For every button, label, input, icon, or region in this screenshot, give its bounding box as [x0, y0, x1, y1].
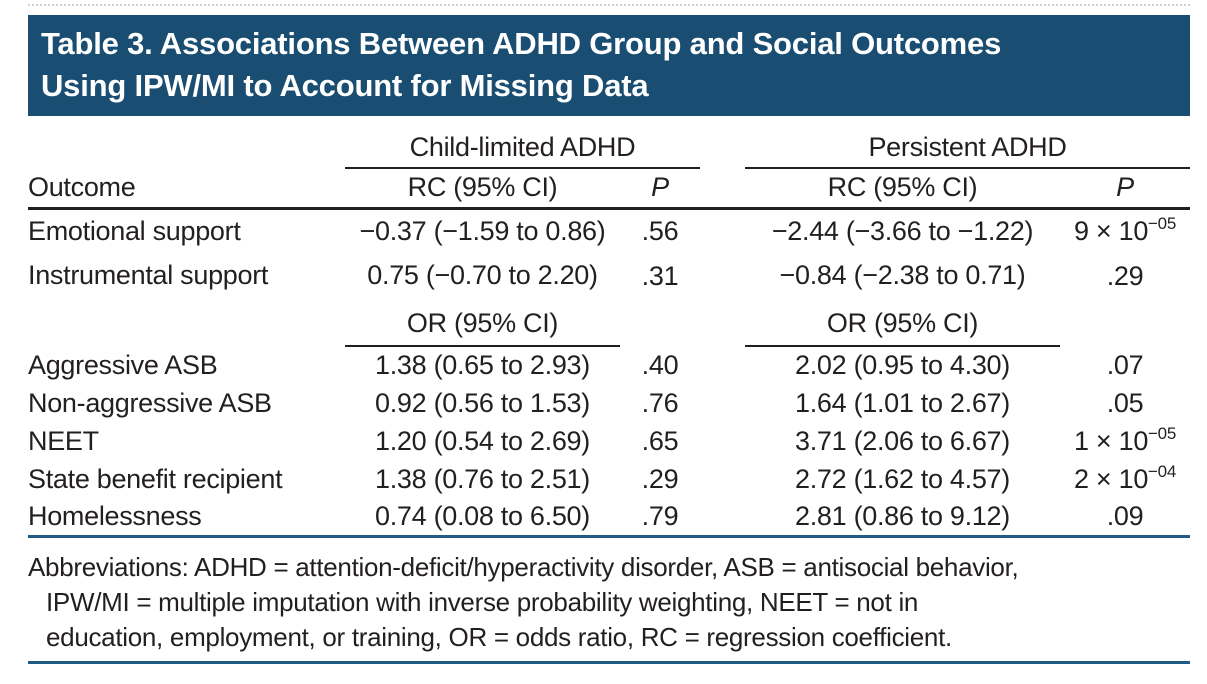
cell-p-persistent: .29 — [1060, 253, 1190, 298]
column-gap — [700, 298, 745, 346]
p-value: .40 — [641, 350, 679, 380]
or-subheader-row: OR (95% CI) OR (95% CI) — [28, 298, 1190, 347]
footnote-line-3: education, employment, or training, OR =… — [46, 621, 952, 652]
group-header-persistent: Persistent ADHD — [745, 124, 1191, 169]
table-row-state-benefit-recipient: State benefit recipient 1.38 (0.76 to 2.… — [28, 460, 1190, 498]
p-value: 1 × 10 — [1074, 426, 1149, 456]
table-title-bar: Table 3. Associations Between ADHD Group… — [28, 15, 1190, 116]
column-header-rc-child: RC (95% CI) — [345, 168, 620, 210]
group-header-child-limited: Child-limited ADHD — [345, 124, 700, 169]
cell-outcome: Instrumental support — [28, 260, 269, 290]
cell-outcome: Non-aggressive ASB — [28, 387, 272, 418]
cell-p-persistent: .09 — [1060, 498, 1191, 538]
column-gap — [700, 498, 745, 538]
cell-outcome: State benefit recipient — [28, 463, 283, 494]
cell-or-child: 1.38 (0.76 to 2.51) — [375, 463, 590, 494]
cell-or-persistent: 2.72 (1.62 to 4.57) — [795, 463, 1010, 494]
table-row-non-aggressive-asb: Non-aggressive ASB 0.92 (0.56 to 1.53) .… — [28, 384, 1190, 422]
column-header-outcome: Outcome — [28, 168, 345, 210]
column-gap — [700, 384, 745, 422]
cell-outcome: Emotional support — [28, 215, 241, 246]
column-header-p-child: P — [620, 168, 700, 210]
column-gap — [700, 208, 745, 253]
cell-rc-child: 0.75 (−0.70 to 2.20) — [367, 260, 598, 290]
p-value: .65 — [641, 426, 679, 456]
cell-or-child: 0.74 (0.08 to 6.50) — [345, 498, 620, 538]
column-header-p-persistent: P — [1060, 168, 1191, 210]
table-title-line-2: Using IPW/MI to Account for Missing Data — [41, 68, 649, 103]
column-gap — [700, 460, 745, 498]
p-value: .31 — [641, 260, 679, 291]
cell-rc-persistent: −0.84 (−2.38 to 0.71) — [779, 260, 1026, 290]
cell-or-child: 1.20 (0.54 to 2.69) — [375, 425, 590, 456]
cell-p-persistent: 9 × 10−05 — [1060, 208, 1190, 253]
cell-or-persistent: 1.64 (1.01 to 2.67) — [795, 387, 1010, 418]
column-gap — [700, 422, 745, 460]
cell-p-child: .29 — [620, 460, 700, 498]
p-value: .07 — [1106, 350, 1144, 380]
column-gap — [700, 253, 745, 298]
p-value: .76 — [641, 388, 679, 418]
column-gap — [700, 124, 745, 168]
column-header-row: Outcome RC (95% CI) P RC (95% CI) P — [28, 168, 1191, 210]
column-gap — [700, 168, 745, 210]
top-dotted-rule — [28, 4, 1190, 6]
cell-p-persistent: 2 × 10−04 — [1060, 460, 1190, 498]
cell-outcome: NEET — [28, 425, 99, 456]
empty-cell — [620, 298, 700, 346]
column-gap — [700, 346, 745, 384]
cell-p-child: .76 — [620, 384, 700, 422]
cell-or-persistent: 2.81 (0.86 to 9.12) — [745, 498, 1060, 538]
table-title-line-1: Table 3. Associations Between ADHD Group… — [41, 26, 1002, 61]
subheader-or-child: OR (95% CI) — [345, 298, 620, 347]
subheader-or-persistent: OR (95% CI) — [745, 298, 1060, 347]
empty-cell — [28, 298, 345, 346]
cell-p-child: .79 — [620, 498, 700, 538]
cell-p-child: .31 — [620, 253, 700, 298]
abbreviations-footnote: Abbreviations: ADHD = attention-deficit/… — [28, 550, 1190, 664]
p-value: .05 — [1106, 388, 1144, 418]
empty-cell — [28, 124, 345, 168]
group-header-row: Child-limited ADHD Persistent ADHD — [28, 124, 1191, 169]
cell-p-child: .56 — [620, 208, 700, 253]
p-exponent: −05 — [1148, 423, 1176, 443]
cell-p-child: .65 — [620, 422, 700, 460]
outcomes-table: Child-limited ADHD Persistent ADHD Outco… — [28, 124, 1191, 538]
footnote-line-2: IPW/MI = multiple imputation with invers… — [46, 586, 919, 617]
p-exponent: −05 — [1148, 213, 1176, 233]
cell-or-persistent: 2.02 (0.95 to 4.30) — [795, 350, 1010, 380]
empty-cell — [1060, 298, 1190, 346]
table-row-neet: NEET 1.20 (0.54 to 2.69) .65 3.71 (2.06 … — [28, 422, 1190, 460]
cell-p-persistent: .05 — [1060, 384, 1190, 422]
p-exponent: −04 — [1148, 461, 1176, 481]
table-row-aggressive-asb: Aggressive ASB 1.38 (0.65 to 2.93) .40 2… — [28, 346, 1190, 384]
p-value: .56 — [641, 216, 679, 247]
cell-rc-child: −0.37 (−1.59 to 0.86) — [359, 215, 606, 246]
table-figure: Table 3. Associations Between ADHD Group… — [28, 4, 1191, 664]
cell-p-persistent: .07 — [1060, 346, 1190, 384]
p-value: .29 — [1106, 260, 1144, 291]
cell-or-child: 0.92 (0.56 to 1.53) — [375, 387, 590, 418]
p-value: .79 — [641, 501, 679, 532]
column-header-rc-persistent: RC (95% CI) — [745, 168, 1060, 210]
p-value: .29 — [641, 464, 679, 494]
cell-rc-persistent: −2.44 (−3.66 to −1.22) — [771, 215, 1034, 246]
p-value: 2 × 10 — [1074, 464, 1149, 494]
cell-p-child: .40 — [620, 346, 700, 384]
cell-p-persistent: 1 × 10−05 — [1060, 422, 1190, 460]
p-value: 9 × 10 — [1074, 216, 1149, 247]
cell-outcome: Homelessness — [28, 498, 345, 538]
table-row-homelessness: Homelessness 0.74 (0.08 to 6.50) .79 2.8… — [28, 498, 1191, 538]
p-value: .09 — [1106, 501, 1144, 532]
footnote-line-1: Abbreviations: ADHD = attention-deficit/… — [28, 551, 1019, 582]
cell-or-persistent: 3.71 (2.06 to 6.67) — [795, 425, 1010, 456]
cell-outcome: Aggressive ASB — [28, 349, 218, 380]
table-row-instrumental-support: Instrumental support 0.75 (−0.70 to 2.20… — [28, 253, 1190, 298]
cell-or-child: 1.38 (0.65 to 2.93) — [375, 350, 590, 380]
table-row-emotional-support: Emotional support −0.37 (−1.59 to 0.86) … — [28, 208, 1190, 253]
